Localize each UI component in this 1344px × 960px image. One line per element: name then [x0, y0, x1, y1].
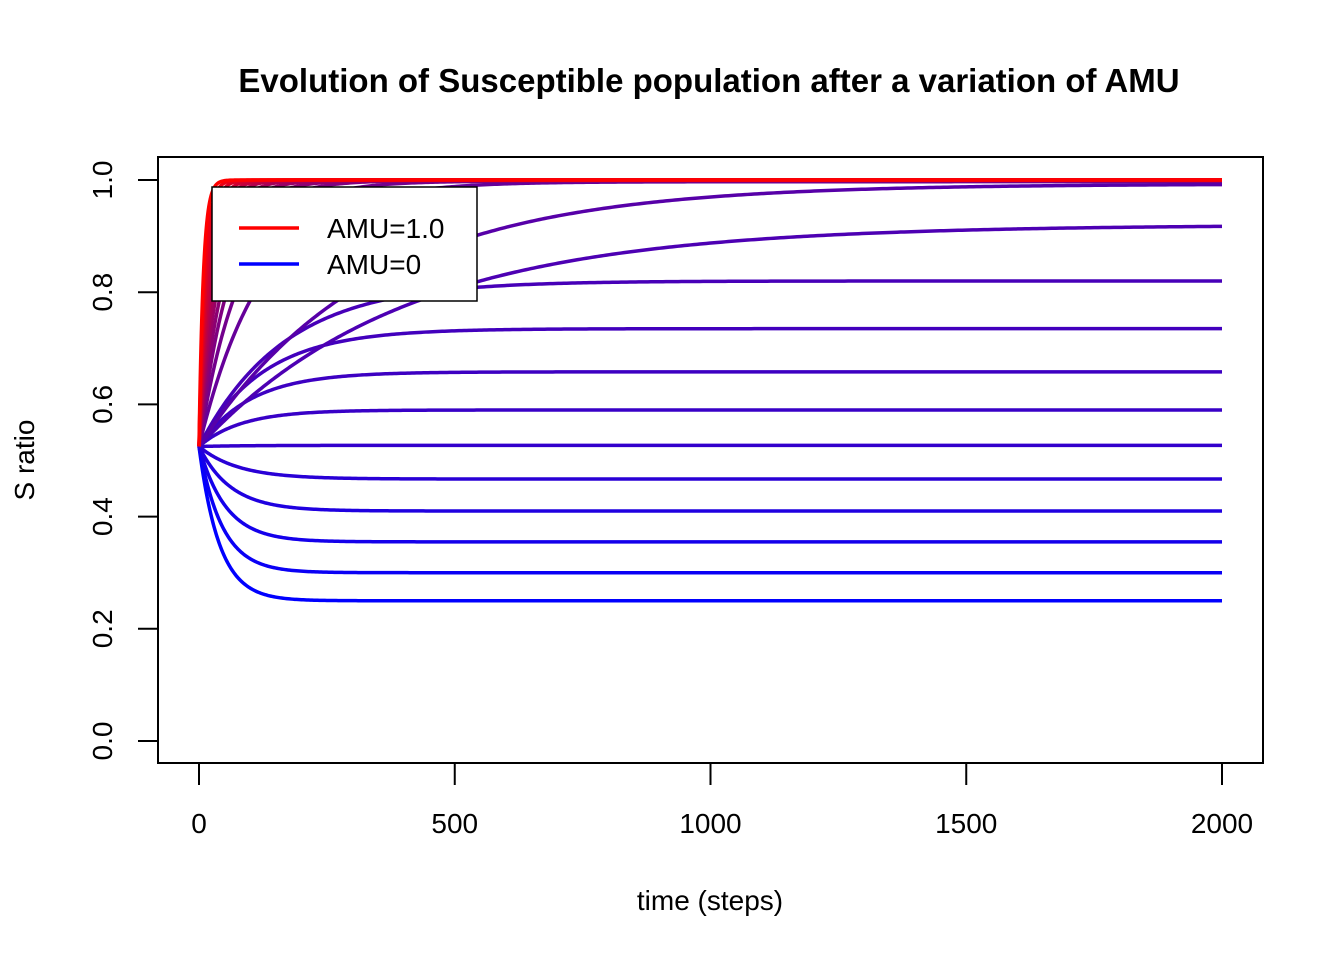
x-tick-label: 1000 [679, 808, 741, 839]
legend-box [211, 186, 478, 302]
legend-label-amu-0: AMU=0 [327, 249, 421, 280]
series-line-0 [197, 446, 1222, 603]
y-tick-label: 0.4 [87, 497, 118, 536]
legend-label-amu-1: AMU=1.0 [327, 213, 445, 244]
x-tick-label: 500 [431, 808, 478, 839]
legend: AMU=1.0 AMU=0 [211, 186, 478, 302]
x-tick-label: 2000 [1191, 808, 1253, 839]
series-line-4 [197, 445, 1222, 481]
series-line-9 [197, 279, 1222, 448]
series-line-10 [197, 224, 1223, 448]
y-tick-label: 0.8 [87, 273, 118, 312]
series-line-8 [197, 326, 1222, 448]
y-tick-label: 0.6 [87, 385, 118, 424]
series-line-23 [197, 178, 1222, 447]
series-line-7 [197, 370, 1222, 448]
y-tick-label: 1.0 [87, 161, 118, 200]
x-axis-title: time (steps) [637, 885, 783, 916]
series-line-11 [197, 182, 1223, 448]
series-line-1 [197, 446, 1222, 575]
x-axis: 0 500 1000 1500 2000 [191, 762, 1253, 839]
y-tick-label: 0.0 [87, 722, 118, 761]
series-line-5 [199, 443, 1222, 449]
y-tick-label: 0.2 [87, 609, 118, 648]
series-line-2 [197, 445, 1222, 544]
y-axis: 0.0 0.2 0.4 0.6 0.8 1.0 [87, 161, 159, 761]
x-tick-label: 1500 [935, 808, 997, 839]
y-axis-title: S ratio [9, 420, 40, 501]
series-line-6 [197, 408, 1222, 448]
series-line-3 [197, 445, 1222, 513]
series-group [197, 178, 1223, 603]
chart-title: Evolution of Susceptible population afte… [238, 62, 1179, 99]
x-tick-label: 0 [191, 808, 207, 839]
